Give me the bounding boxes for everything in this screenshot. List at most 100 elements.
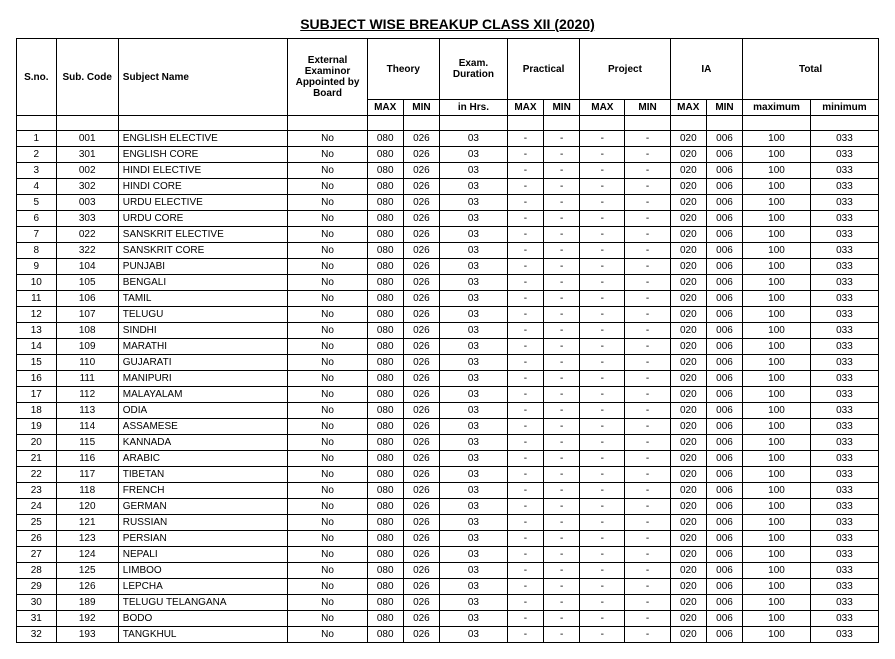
- cell-name: TIBETAN: [118, 467, 288, 483]
- cell-code: 118: [56, 483, 118, 499]
- cell-totmin: 033: [810, 531, 878, 547]
- cell-ex: No: [288, 195, 367, 211]
- cell-sno: 10: [17, 275, 57, 291]
- cell-totmax: 100: [743, 403, 811, 419]
- cell-iamax: 020: [670, 387, 706, 403]
- cell-tmin: 026: [403, 371, 439, 387]
- cell-pmax: -: [507, 227, 543, 243]
- cell-totmax: 100: [743, 195, 811, 211]
- cell-tmax: 080: [367, 291, 403, 307]
- cell-name: LIMBOO: [118, 563, 288, 579]
- cell-iamax: 020: [670, 163, 706, 179]
- cell-sno: 3: [17, 163, 57, 179]
- cell-pmin: -: [544, 403, 580, 419]
- cell-prmin: -: [625, 419, 670, 435]
- table-row: 11106TAMILNo08002603----020006100033: [17, 291, 879, 307]
- cell-ex: No: [288, 419, 367, 435]
- cell-name: ASSAMESE: [118, 419, 288, 435]
- cell-iamin: 006: [706, 227, 742, 243]
- cell-iamax: 020: [670, 451, 706, 467]
- cell-sno: 11: [17, 291, 57, 307]
- cell-prmin: -: [625, 339, 670, 355]
- cell-prmax: -: [580, 275, 625, 291]
- cell-ex: No: [288, 403, 367, 419]
- cell-tmin: 026: [403, 499, 439, 515]
- cell-tmin: 026: [403, 531, 439, 547]
- cell-prmin: -: [625, 131, 670, 147]
- cell-prmax: -: [580, 179, 625, 195]
- cell-prmax: -: [580, 339, 625, 355]
- cell-iamax: 020: [670, 531, 706, 547]
- cell-name: TANGKHUL: [118, 627, 288, 643]
- table-row: 24120GERMANNo08002603----020006100033: [17, 499, 879, 515]
- cell-totmin: 033: [810, 483, 878, 499]
- cell-code: 003: [56, 195, 118, 211]
- cell-code: 001: [56, 131, 118, 147]
- cell-totmax: 100: [743, 419, 811, 435]
- cell-iamin: 006: [706, 547, 742, 563]
- cell-tmin: 026: [403, 387, 439, 403]
- cell-pmin: -: [544, 147, 580, 163]
- cell-ex: No: [288, 211, 367, 227]
- cell-dur: 03: [440, 611, 508, 627]
- cell-pmax: -: [507, 355, 543, 371]
- cell-pmax: -: [507, 403, 543, 419]
- cell-iamax: 020: [670, 195, 706, 211]
- cell-name: URDU CORE: [118, 211, 288, 227]
- cell-ex: No: [288, 131, 367, 147]
- cell-name: ENGLISH ELECTIVE: [118, 131, 288, 147]
- cell-pmax: -: [507, 483, 543, 499]
- cell-tmin: 026: [403, 595, 439, 611]
- cell-tmin: 026: [403, 243, 439, 259]
- cell-tmin: 026: [403, 131, 439, 147]
- cell-totmin: 033: [810, 275, 878, 291]
- cell-pmin: -: [544, 483, 580, 499]
- cell-tmax: 080: [367, 355, 403, 371]
- cell-dur: 03: [440, 387, 508, 403]
- header-project-max: MAX: [580, 100, 625, 116]
- table-row: 10105BENGALINo08002603----020006100033: [17, 275, 879, 291]
- cell-iamin: 006: [706, 579, 742, 595]
- cell-iamax: 020: [670, 563, 706, 579]
- cell-prmax: -: [580, 371, 625, 387]
- cell-pmax: -: [507, 195, 543, 211]
- cell-pmin: -: [544, 323, 580, 339]
- cell-totmin: 033: [810, 259, 878, 275]
- cell-pmin: -: [544, 467, 580, 483]
- cell-tmax: 080: [367, 419, 403, 435]
- cell-pmax: -: [507, 339, 543, 355]
- cell-pmin: -: [544, 163, 580, 179]
- cell-name: SANSKRIT ELECTIVE: [118, 227, 288, 243]
- cell-prmin: -: [625, 371, 670, 387]
- cell-sno: 2: [17, 147, 57, 163]
- cell-sno: 17: [17, 387, 57, 403]
- cell-prmax: -: [580, 547, 625, 563]
- header-theory-max: MAX: [367, 100, 403, 116]
- cell-totmax: 100: [743, 147, 811, 163]
- cell-name: FRENCH: [118, 483, 288, 499]
- cell-pmin: -: [544, 307, 580, 323]
- cell-totmax: 100: [743, 499, 811, 515]
- cell-totmax: 100: [743, 259, 811, 275]
- cell-iamax: 020: [670, 227, 706, 243]
- cell-prmin: -: [625, 547, 670, 563]
- cell-code: 112: [56, 387, 118, 403]
- cell-prmin: -: [625, 515, 670, 531]
- header-project-min: MIN: [625, 100, 670, 116]
- cell-totmax: 100: [743, 243, 811, 259]
- cell-name: TELUGU TELANGANA: [118, 595, 288, 611]
- cell-iamin: 006: [706, 163, 742, 179]
- header-total-min: minimum: [810, 100, 878, 116]
- cell-iamax: 020: [670, 483, 706, 499]
- cell-pmax: -: [507, 131, 543, 147]
- cell-dur: 03: [440, 243, 508, 259]
- cell-name: ARABIC: [118, 451, 288, 467]
- table-row: 14109MARATHINo08002603----020006100033: [17, 339, 879, 355]
- cell-tmax: 080: [367, 179, 403, 195]
- table-row: 12107TELUGUNo08002603----020006100033: [17, 307, 879, 323]
- cell-sno: 26: [17, 531, 57, 547]
- cell-prmin: -: [625, 355, 670, 371]
- cell-dur: 03: [440, 563, 508, 579]
- cell-totmin: 033: [810, 547, 878, 563]
- cell-dur: 03: [440, 467, 508, 483]
